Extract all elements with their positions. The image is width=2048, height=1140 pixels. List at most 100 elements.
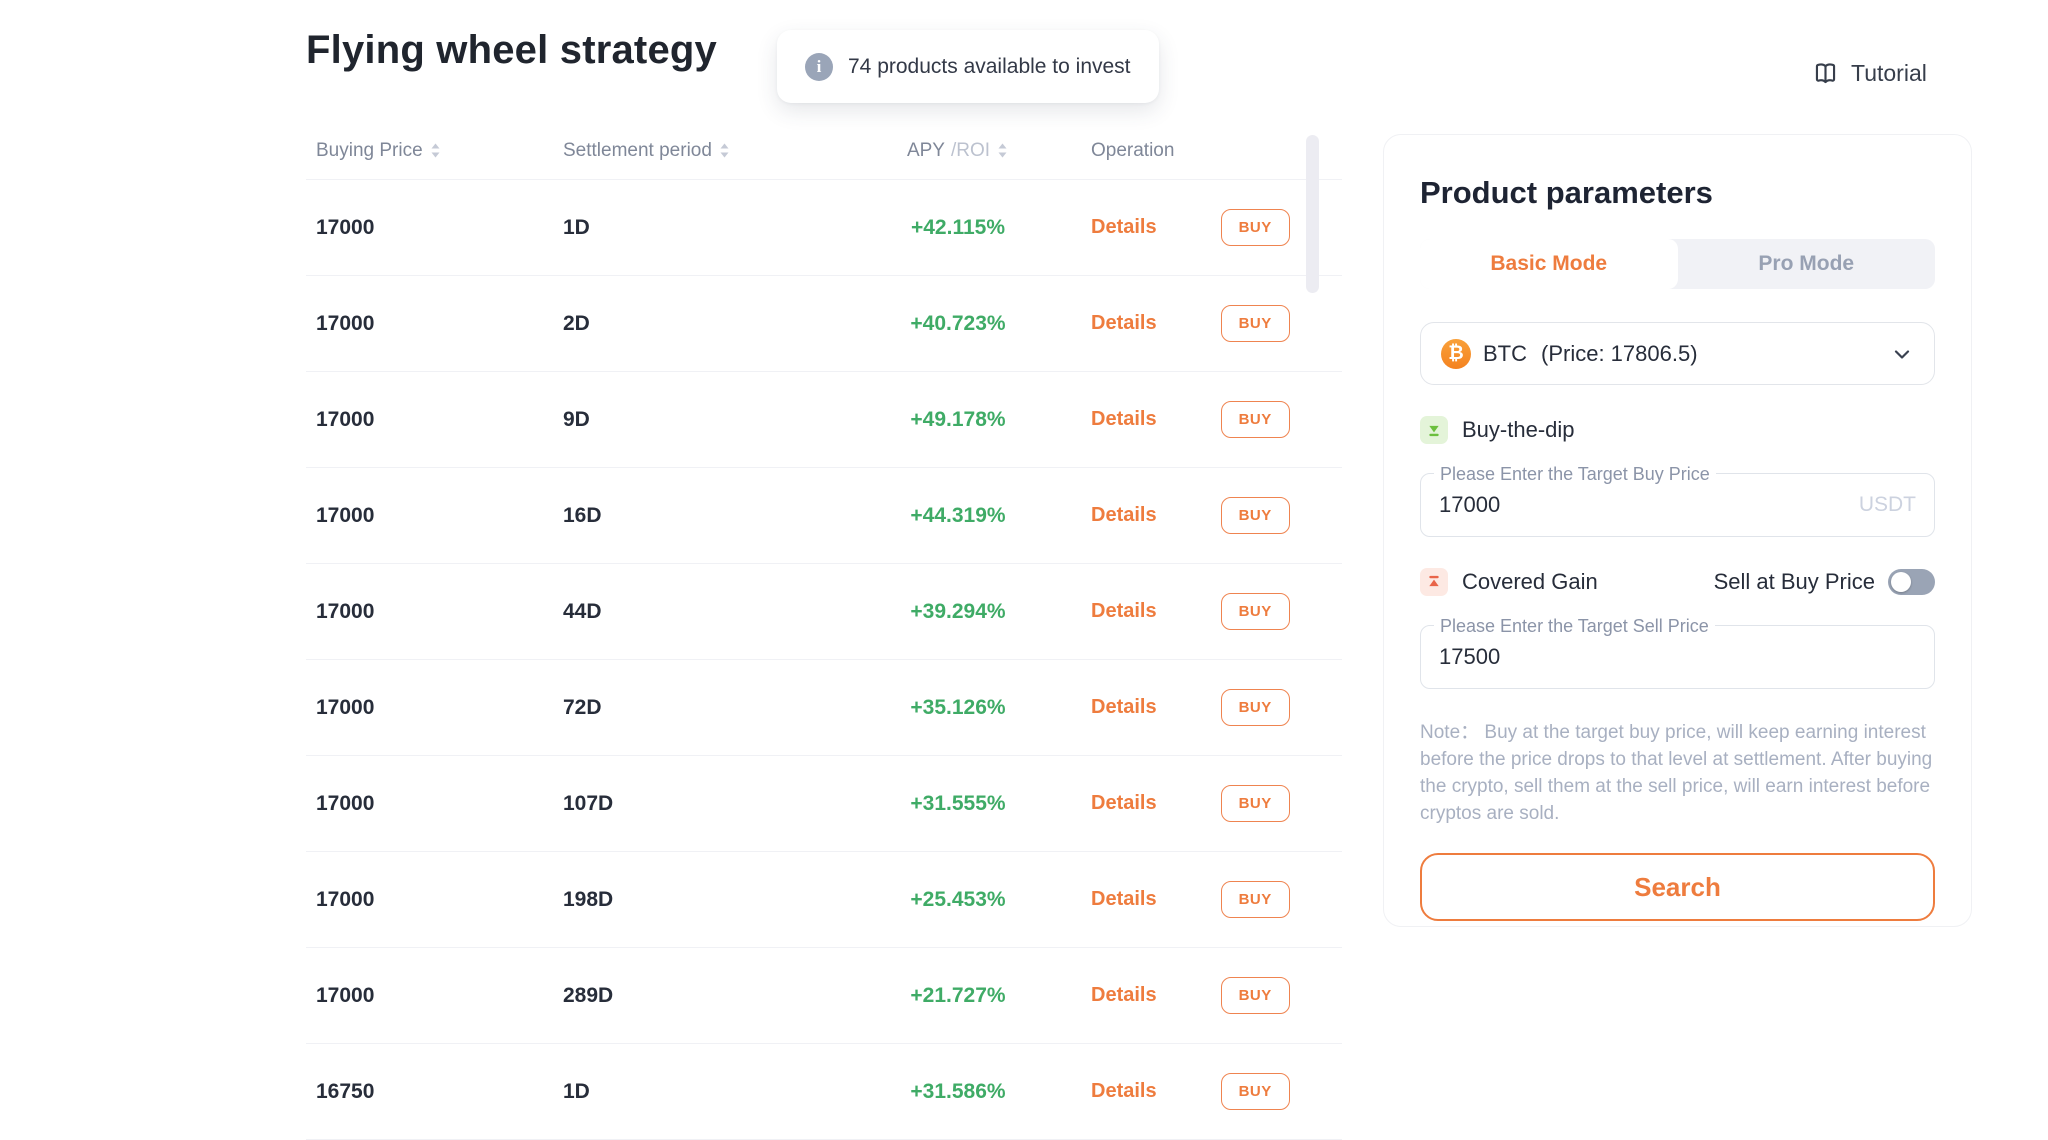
table-scrollbar-thumb[interactable] (1306, 135, 1319, 293)
row-apy-roi: +21.727% (910, 983, 1006, 1007)
row-buying-price: 16750 (316, 1079, 375, 1103)
chevron-down-icon (1890, 342, 1914, 366)
sort-icon[interactable] (996, 142, 1009, 159)
column-operation: Operation (1053, 140, 1342, 162)
buy-the-dip-label: Buy-the-dip (1462, 417, 1575, 442)
column-apy-label: APY (906, 139, 945, 161)
info-icon: i (805, 52, 833, 81)
buy-button[interactable]: BUY (1220, 881, 1290, 918)
tab-basic-mode[interactable]: Basic Mode (1420, 239, 1678, 289)
covered-gain-row: Covered Gain Sell at Buy Price (1420, 566, 1935, 598)
tooltip-text: 74 products available to invest (848, 54, 1131, 78)
usdt-unit-label: USDT (1858, 493, 1916, 516)
sell-at-buy-price-label: Sell at Buy Price (1713, 569, 1875, 594)
row-buying-price: 17000 (316, 503, 375, 527)
row-buying-price: 17000 (316, 695, 375, 719)
row-buying-price: 17000 (316, 791, 375, 815)
buy-button[interactable]: BUY (1220, 497, 1290, 534)
target-sell-price-input[interactable] (1421, 644, 1934, 670)
product-parameters-panel: Product parameters Basic Mode Pro Mode ₿… (1383, 134, 1972, 927)
target-buy-price-input[interactable] (1421, 492, 1859, 518)
row-settlement-period: 16D (563, 503, 602, 527)
details-link[interactable]: Details (1091, 504, 1157, 526)
details-link[interactable]: Details (1091, 696, 1157, 718)
column-buying-price[interactable]: Buying Price (306, 140, 563, 162)
sell-at-buy-price-toggle[interactable] (1888, 569, 1935, 595)
details-link[interactable]: Details (1091, 312, 1157, 334)
row-buying-price: 17000 (316, 311, 375, 335)
table-header-row: Buying Price Settlement period APY/ROI O… (306, 122, 1342, 180)
row-operation-cell: Details BUY (1053, 881, 1342, 918)
buy-button[interactable]: BUY (1220, 1073, 1290, 1110)
column-operation-label: Operation (1091, 139, 1175, 161)
table-row: 17000 198D +25.453% Details BUY (306, 852, 1342, 948)
row-operation-cell: Details BUY (1053, 1073, 1342, 1110)
row-apy-roi: +35.126% (910, 695, 1006, 719)
target-buy-price-field: Please Enter the Target Buy Price USDT (1420, 464, 1935, 537)
row-buying-price: 17000 (316, 407, 375, 431)
buy-button[interactable]: BUY (1220, 305, 1290, 342)
buy-button[interactable]: BUY (1220, 977, 1290, 1014)
row-apy-roi: +25.453% (910, 887, 1006, 911)
row-buying-price: 17000 (316, 983, 375, 1007)
buy-the-dip-icon (1420, 416, 1448, 444)
sort-icon[interactable] (429, 142, 442, 159)
buy-button[interactable]: BUY (1220, 209, 1290, 246)
details-link[interactable]: Details (1091, 1080, 1157, 1102)
row-settlement-period: 289D (563, 983, 614, 1007)
tab-pro-mode[interactable]: Pro Mode (1758, 252, 1855, 275)
column-roi-label: /ROI (950, 139, 991, 161)
row-settlement-period: 2D (563, 311, 590, 335)
buy-button[interactable]: BUY (1220, 401, 1290, 438)
row-operation-cell: Details BUY (1053, 209, 1342, 246)
sort-icon[interactable] (718, 142, 731, 159)
details-link[interactable]: Details (1091, 408, 1157, 430)
covered-gain-label: Covered Gain (1462, 569, 1598, 594)
buy-button[interactable]: BUY (1220, 689, 1290, 726)
column-settlement-period[interactable]: Settlement period (563, 140, 863, 162)
details-link[interactable]: Details (1091, 888, 1157, 910)
column-buying-price-label: Buying Price (316, 139, 423, 161)
search-button[interactable]: Search (1420, 853, 1935, 921)
row-operation-cell: Details BUY (1053, 689, 1342, 726)
toggle-knob (1891, 572, 1911, 592)
tutorial-button[interactable]: Tutorial (1812, 60, 1927, 87)
tutorial-label: Tutorial (1851, 60, 1927, 86)
row-settlement-period: 9D (563, 407, 590, 431)
details-link[interactable]: Details (1091, 792, 1157, 814)
row-apy-roi: +39.294% (910, 599, 1006, 623)
details-link[interactable]: Details (1091, 216, 1157, 238)
row-operation-cell: Details BUY (1053, 497, 1342, 534)
row-apy-roi: +31.586% (910, 1079, 1006, 1103)
row-apy-roi: +42.115% (910, 215, 1005, 239)
buy-the-dip-row: Buy-the-dip (1420, 414, 1935, 446)
row-settlement-period: 1D (563, 1079, 590, 1103)
asset-price: (Price: 17806.5) (1541, 340, 1698, 366)
details-link[interactable]: Details (1091, 984, 1157, 1006)
asset-select[interactable]: ₿ BTC (Price: 17806.5) (1420, 322, 1935, 385)
target-buy-price-label: Please Enter the Target Buy Price (1434, 464, 1716, 485)
product-table-body: 17000 1D +42.115% Details BUY 17000 2D +… (306, 180, 1342, 1140)
row-settlement-period: 107D (563, 791, 614, 815)
target-sell-price-label: Please Enter the Target Sell Price (1434, 616, 1715, 637)
row-operation-cell: Details BUY (1053, 785, 1342, 822)
column-apy-roi[interactable]: APY/ROI (863, 140, 1053, 162)
btc-icon: ₿ (1441, 338, 1471, 369)
row-operation-cell: Details BUY (1053, 305, 1342, 342)
table-row: 17000 2D +40.723% Details BUY (306, 276, 1342, 372)
table-row: 17000 9D +49.178% Details BUY (306, 372, 1342, 468)
buy-button[interactable]: BUY (1220, 785, 1290, 822)
row-operation-cell: Details BUY (1053, 977, 1342, 1014)
sell-at-buy-price-group: Sell at Buy Price (1714, 569, 1935, 595)
target-sell-price-field: Please Enter the Target Sell Price (1420, 616, 1935, 689)
table-row: 17000 289D +21.727% Details BUY (306, 948, 1342, 1044)
details-link[interactable]: Details (1091, 600, 1157, 622)
row-apy-roi: +31.555% (910, 791, 1006, 815)
covered-gain-icon (1420, 568, 1448, 596)
row-apy-roi: +44.319% (910, 503, 1006, 527)
table-row: 17000 107D +31.555% Details BUY (306, 756, 1342, 852)
buy-button[interactable]: BUY (1220, 593, 1290, 630)
column-settlement-period-label: Settlement period (563, 139, 712, 161)
products-available-tooltip: i 74 products available to invest (777, 30, 1159, 103)
row-buying-price: 17000 (316, 599, 375, 623)
